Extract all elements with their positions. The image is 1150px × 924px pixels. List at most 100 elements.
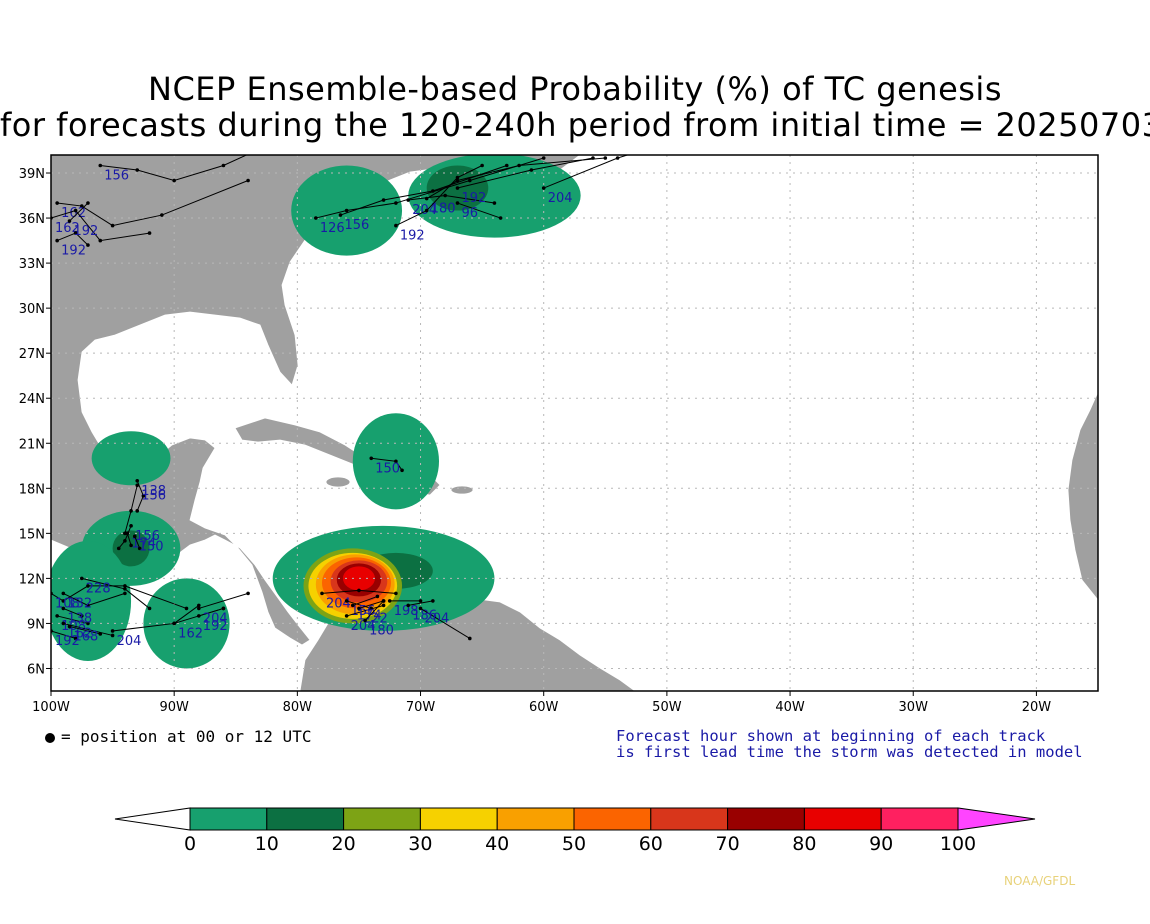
storm-track <box>134 536 141 549</box>
colorbar-segment <box>880 807 959 831</box>
track-position-dot <box>98 238 103 243</box>
colorbar-segment <box>189 807 268 831</box>
track-position-dot <box>394 201 398 205</box>
track-position-dot <box>55 238 59 243</box>
track-forecast-hour-label: 180 <box>431 202 456 217</box>
colorbar: 0 10 20 30 40 50 60 70 80 90 100 <box>114 807 1036 855</box>
track-forecast-hour-label: 192 <box>400 229 425 244</box>
track-position-dot <box>480 163 484 168</box>
storm-track <box>51 209 150 242</box>
track-forecast-hour-label: 174 <box>131 536 156 551</box>
colorbar-label: 90 <box>869 833 893 855</box>
track-position-dot <box>603 156 608 160</box>
colorbar-high-arrow <box>957 807 1036 831</box>
track-position-dot <box>160 213 164 217</box>
track-position-dot <box>116 546 121 551</box>
track-position-dot <box>67 219 72 223</box>
storm-track <box>63 607 82 617</box>
storm-track <box>57 615 89 624</box>
track-forecast-hour-label: 96 <box>461 206 478 221</box>
track-position-dot <box>55 614 59 618</box>
gridlines <box>51 155 1098 691</box>
colorbar-segment <box>266 807 345 831</box>
track-position-dot <box>591 156 595 160</box>
position-dot-icon <box>45 732 55 743</box>
track-position-dot <box>197 614 201 618</box>
track-forecast-hour-label: 204 <box>326 596 351 611</box>
track-position-dot <box>98 163 103 168</box>
colorbar-label: 70 <box>716 833 740 855</box>
track-position-dot <box>129 543 133 548</box>
track-forecast-hour-label: 222 <box>363 611 388 626</box>
probability-region-20 <box>112 530 150 567</box>
track-position-dot <box>431 599 435 603</box>
track-forecast-hour-label: 168 <box>73 629 98 644</box>
track-position-dot <box>517 163 521 168</box>
position-legend-text: = position at 00 or 12 UTC <box>61 727 312 746</box>
track-position-dot <box>129 509 133 513</box>
storm-track <box>173 605 200 624</box>
colorbar-low-arrow <box>114 807 191 831</box>
lon-tick-label: 90W <box>159 700 189 715</box>
track-position-dot <box>86 603 90 608</box>
track-position-dot <box>73 636 78 641</box>
track-forecast-hour-label: 156 <box>135 529 160 544</box>
credit-text: NOAA/GFDL <box>1004 874 1076 888</box>
track-position-dot <box>79 614 84 618</box>
track-position-dot <box>86 243 90 247</box>
track-position-dot <box>135 509 140 513</box>
track-position-dot <box>129 524 133 528</box>
forecast-note-line2: is first lead time the storm was detecte… <box>616 743 1083 761</box>
track-position-dot <box>141 494 146 498</box>
track-position-dot <box>381 599 386 603</box>
track-forecast-hour-label: 126 <box>320 221 345 236</box>
track-position-dot <box>338 213 343 217</box>
track-position-dot <box>123 587 127 591</box>
lat-tick-label: 21N <box>19 437 45 452</box>
track-position-dot <box>431 189 435 193</box>
lat-tick-label: 12N <box>19 572 45 587</box>
lat-tick-label: 33N <box>19 257 45 272</box>
storm-track <box>69 202 89 222</box>
storm-track <box>408 600 433 606</box>
track-position-dot <box>73 208 78 213</box>
colorbar-label: 100 <box>940 833 976 855</box>
track-position-dot <box>406 603 411 608</box>
track-position-dot <box>498 216 503 220</box>
track-position-dot <box>147 606 152 611</box>
track-position-dot <box>350 603 355 608</box>
track-forecast-hour-label: 156 <box>141 488 166 503</box>
colorbar-label: 20 <box>332 833 356 855</box>
track-position-dot <box>418 606 423 611</box>
track-forecast-hour-label: 180 <box>369 623 394 638</box>
storm-track <box>364 600 384 621</box>
track-position-dot <box>221 606 226 611</box>
lat-tick-label: 24N <box>19 392 45 407</box>
track-position-dot <box>135 483 140 488</box>
colorbar-segment <box>573 807 652 831</box>
lon-tick-label: 30W <box>899 700 929 715</box>
track-forecast-hour-label: 192 <box>61 244 86 259</box>
track-position-dot <box>271 141 275 145</box>
lat-tick-label: 27N <box>19 347 45 362</box>
track-forecast-hour-label: 156 <box>344 218 369 233</box>
chart-title-line2: for forecasts during the 120-240h period… <box>0 106 1150 144</box>
track-position-dot <box>541 156 546 160</box>
track-forecast-hour-label: 162 <box>61 206 86 221</box>
track-position-dot <box>221 163 226 168</box>
track-forecast-hour-label: 192 <box>203 619 228 634</box>
track-position-dot <box>55 201 59 205</box>
track-forecast-hour-label: 138 <box>141 484 166 499</box>
track-forecast-hour-label: 204 <box>351 619 376 634</box>
track-forecast-hour-label: 132 <box>67 596 92 611</box>
forecast-note-line1: Forecast hour shown at beginning of each… <box>616 727 1046 745</box>
colorbar-label: 0 <box>184 833 196 855</box>
track-position-dot <box>455 186 460 190</box>
track-position-dot <box>79 576 84 581</box>
track-position-dot <box>246 178 250 183</box>
colorbar-label: 30 <box>408 833 432 855</box>
track-position-dot <box>381 198 386 202</box>
track-forecast-hour-label: 156 <box>104 169 129 184</box>
